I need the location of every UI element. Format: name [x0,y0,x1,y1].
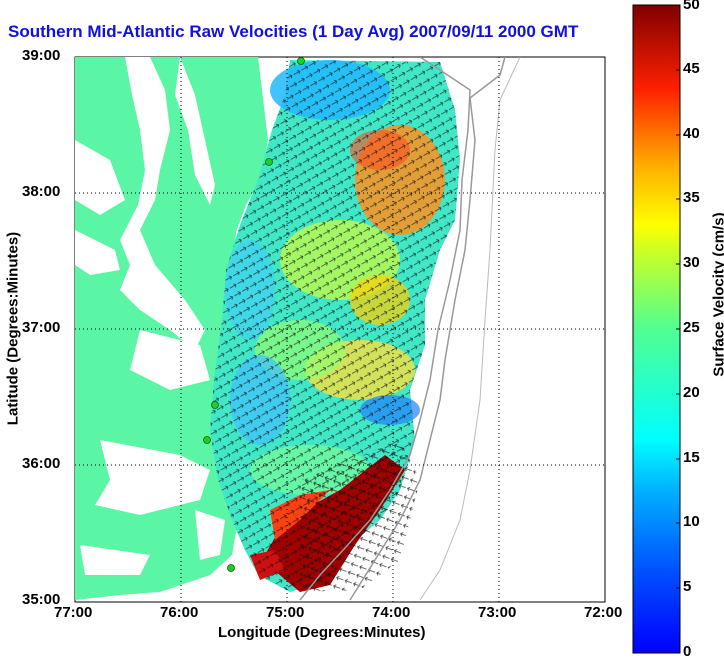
x-axis-label: Longitude (Degrees:Minutes) [218,624,426,641]
y-tick-label: 38:00 [22,183,60,200]
y-tick-label: 36:00 [22,455,60,472]
colorbar-tick: 25 [683,319,700,336]
colorbar-tick: 10 [683,513,700,530]
x-tick-label: 73:00 [478,604,516,621]
colorbar [633,5,680,653]
colorbar-tick: 45 [683,60,700,77]
y-axis-label: Latitude (Degrees:Minutes) [5,194,22,464]
colorbar-tick: 35 [683,189,700,206]
colorbar-tick: 50 [683,0,700,13]
colorbar-tick: 20 [683,384,700,401]
y-tick-label: 39:00 [22,47,60,64]
x-tick-label: 76:00 [160,604,198,621]
x-tick-label: 77:00 [54,604,92,621]
y-tick-label: 37:00 [22,319,60,336]
colorbar-tick: 0 [683,643,691,660]
x-tick-label: 74:00 [372,604,410,621]
colorbar-tick: 40 [683,125,700,142]
colorbar-tick: 30 [683,254,700,271]
colorbar-tick: 15 [683,449,700,466]
x-tick-label: 72:00 [584,604,622,621]
colorbar-label: Surface Velocity (cm/s) [711,170,724,420]
colorbar-tick: 5 [683,578,691,595]
x-tick-label: 75:00 [266,604,304,621]
